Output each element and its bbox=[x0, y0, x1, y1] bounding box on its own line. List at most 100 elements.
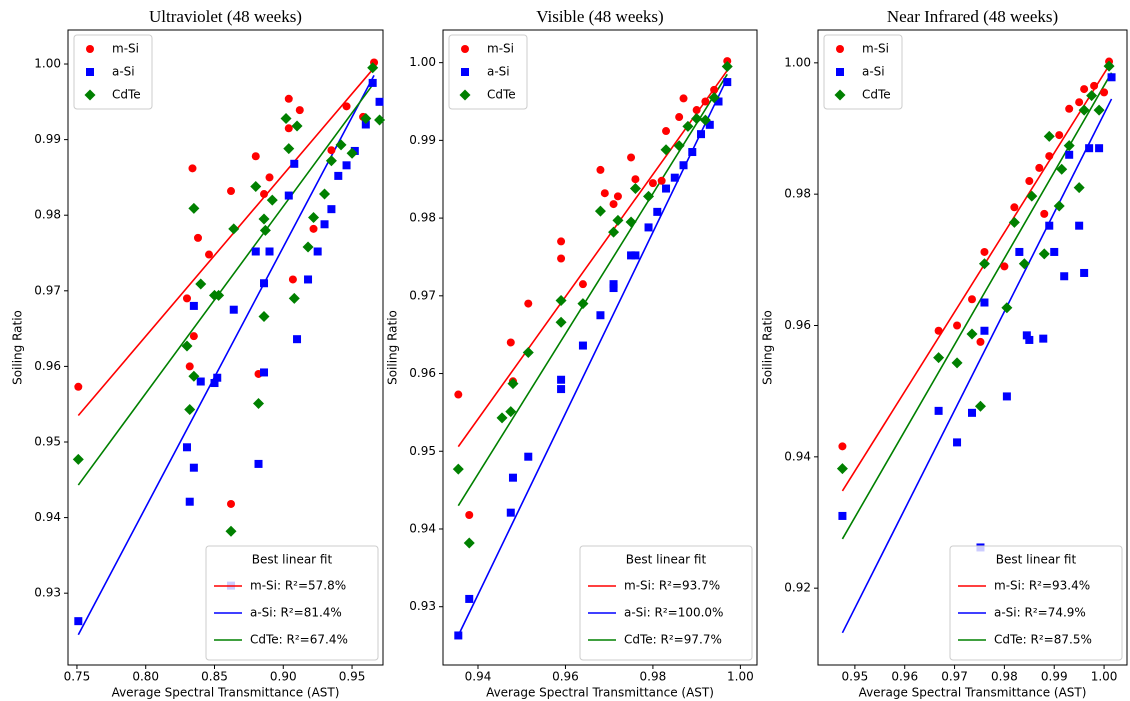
point bbox=[251, 247, 260, 256]
y-tick-label: 0.97 bbox=[409, 288, 436, 302]
point bbox=[304, 275, 313, 284]
point bbox=[682, 120, 694, 132]
point bbox=[522, 347, 534, 359]
point bbox=[557, 375, 566, 384]
point bbox=[1078, 104, 1090, 116]
y-tick-label: 0.94 bbox=[409, 521, 436, 535]
point bbox=[968, 408, 977, 417]
point bbox=[189, 463, 198, 472]
point bbox=[524, 452, 533, 461]
legend-label: m-Si: R²=93.7% bbox=[624, 579, 720, 593]
legend-title: Best linear fit bbox=[996, 553, 1077, 567]
legend-marker bbox=[836, 68, 844, 76]
point bbox=[557, 254, 566, 263]
point bbox=[1026, 190, 1038, 202]
point bbox=[1075, 98, 1084, 107]
legend-box bbox=[448, 34, 528, 110]
y-tick-label: 0.95 bbox=[409, 444, 436, 458]
y-tick-label: 0.96 bbox=[784, 318, 811, 332]
point bbox=[609, 280, 618, 289]
point bbox=[227, 187, 236, 196]
x-axis-label: Average Spectral Transmittance (AST) bbox=[859, 686, 1087, 700]
point bbox=[280, 112, 292, 124]
point bbox=[361, 120, 370, 129]
point bbox=[577, 298, 589, 310]
point bbox=[465, 594, 474, 603]
point bbox=[1107, 73, 1116, 82]
point bbox=[662, 127, 671, 136]
point bbox=[196, 377, 205, 386]
y-axis-label: Soiling Ratio bbox=[11, 310, 25, 385]
legend-label: a-Si: R²=81.4% bbox=[250, 606, 342, 620]
point bbox=[506, 508, 515, 517]
point bbox=[631, 251, 640, 260]
point bbox=[557, 237, 566, 246]
x-tick-label: 1.00 bbox=[727, 670, 754, 684]
point bbox=[836, 463, 848, 475]
point bbox=[182, 443, 191, 452]
point bbox=[721, 61, 733, 73]
point bbox=[260, 190, 269, 199]
fit-line bbox=[77, 74, 375, 636]
point bbox=[1038, 248, 1050, 260]
point bbox=[688, 148, 697, 157]
point bbox=[1040, 209, 1049, 218]
point bbox=[313, 247, 322, 256]
legend-marker bbox=[834, 89, 846, 101]
point bbox=[185, 497, 194, 506]
point bbox=[302, 241, 314, 253]
point bbox=[368, 78, 377, 87]
point bbox=[980, 326, 989, 335]
point bbox=[980, 298, 989, 307]
point bbox=[1080, 268, 1089, 277]
point bbox=[679, 94, 688, 103]
x-tick-label: 0.95 bbox=[339, 670, 366, 684]
point bbox=[265, 247, 274, 256]
legend-label: a-Si bbox=[487, 65, 510, 79]
point bbox=[699, 114, 711, 126]
point bbox=[184, 403, 196, 415]
legend-label: a-Si bbox=[862, 65, 885, 79]
point bbox=[1093, 104, 1105, 116]
legend-label: m-Si: R²=93.4% bbox=[994, 579, 1090, 593]
point bbox=[723, 78, 732, 87]
point bbox=[631, 175, 640, 184]
point bbox=[1050, 247, 1059, 256]
point bbox=[72, 453, 84, 465]
point bbox=[1045, 221, 1054, 230]
point bbox=[291, 120, 303, 132]
point bbox=[1025, 335, 1034, 344]
point bbox=[675, 113, 684, 122]
x-axis-label: Average Spectral Transmittance (AST) bbox=[112, 686, 340, 700]
point bbox=[309, 224, 318, 233]
point bbox=[1001, 302, 1013, 314]
point bbox=[210, 379, 219, 388]
point bbox=[1100, 88, 1109, 97]
point bbox=[612, 214, 624, 226]
point bbox=[600, 189, 609, 198]
legend-label: CdTe bbox=[487, 88, 516, 102]
point bbox=[692, 106, 701, 115]
point bbox=[594, 205, 606, 217]
fit-line bbox=[841, 98, 1113, 634]
y-tick-label: 0.98 bbox=[784, 187, 811, 201]
point bbox=[710, 85, 719, 94]
point bbox=[608, 226, 620, 238]
legend-label: CdTe: R²=97.7% bbox=[624, 633, 722, 647]
point bbox=[213, 289, 225, 301]
point bbox=[288, 292, 300, 304]
point bbox=[293, 335, 302, 344]
legend-marker bbox=[84, 89, 96, 101]
point bbox=[325, 155, 337, 167]
point bbox=[625, 216, 637, 228]
point bbox=[596, 311, 605, 320]
point bbox=[968, 295, 977, 304]
point bbox=[181, 340, 193, 352]
point bbox=[1055, 131, 1064, 140]
legend-label: m-Si bbox=[487, 42, 514, 56]
y-tick-label: 1.00 bbox=[409, 55, 436, 69]
point bbox=[662, 184, 671, 193]
point bbox=[258, 213, 270, 225]
point bbox=[934, 406, 943, 415]
